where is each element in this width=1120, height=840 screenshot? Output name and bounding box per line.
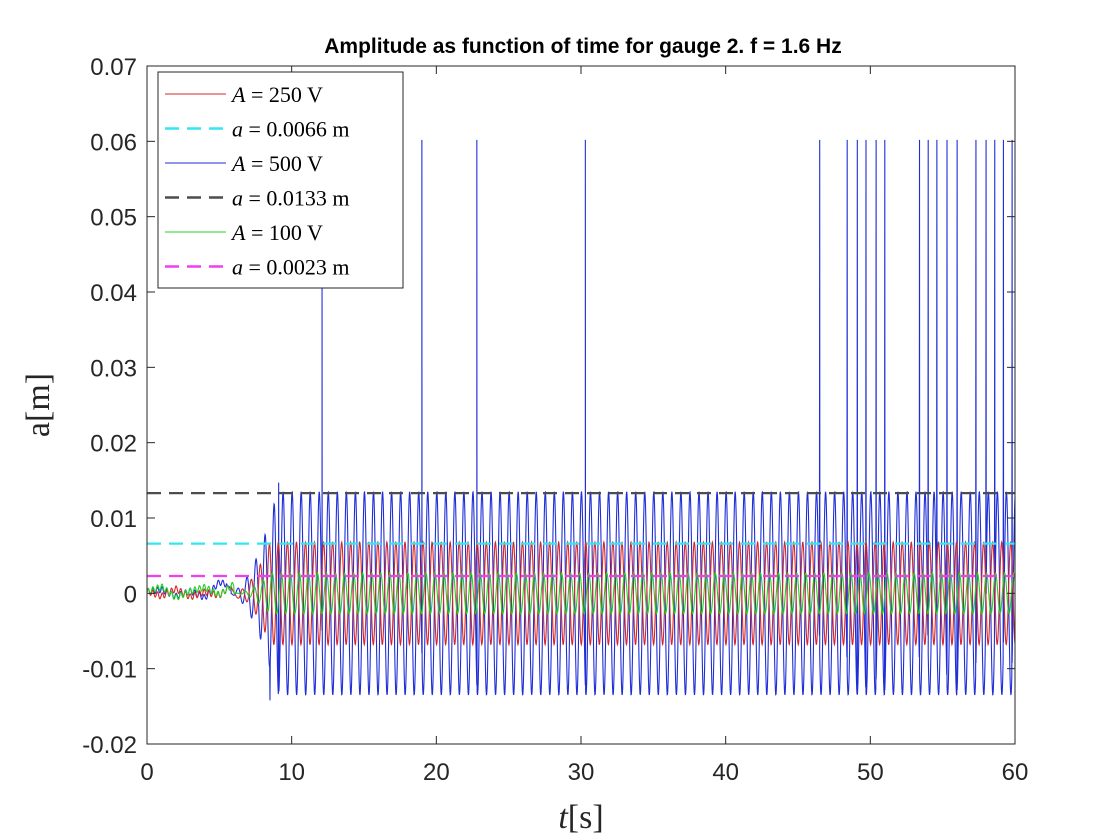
legend-entry: A = 250 V bbox=[165, 82, 323, 107]
legend-label: A = 500 V bbox=[230, 151, 323, 176]
legend-label: a = 0.0133 m bbox=[232, 186, 350, 211]
legend-var: A bbox=[230, 220, 246, 245]
legend-entry: A = 100 V bbox=[165, 220, 323, 245]
series-line-0 bbox=[147, 540, 1015, 647]
y-tick-label: 0.04 bbox=[90, 280, 137, 307]
x-tick-label: 50 bbox=[857, 759, 884, 786]
legend-box bbox=[157, 71, 404, 289]
legend-value: = 500 V bbox=[245, 151, 323, 176]
y-tick-label: 0.01 bbox=[90, 506, 137, 533]
y-axis-label: a[m] bbox=[20, 373, 57, 437]
legend-var: a bbox=[232, 186, 243, 211]
legend: A = 250 Va = 0.0066 mA = 500 Va = 0.0133… bbox=[157, 71, 404, 289]
legend-var: A bbox=[230, 82, 246, 107]
legend-value: = 0.0066 m bbox=[243, 117, 350, 142]
x-axis-label: t[s] bbox=[558, 799, 603, 836]
y-tick-label: 0.03 bbox=[90, 355, 137, 382]
legend-value: = 250 V bbox=[245, 82, 323, 107]
legend-value: = 100 V bbox=[245, 220, 323, 245]
legend-value: = 0.0133 m bbox=[243, 186, 350, 211]
legend-var: a bbox=[232, 255, 243, 280]
legend-label: a = 0.0066 m bbox=[232, 117, 350, 142]
chart-title: Amplitude as function of time for gauge … bbox=[324, 35, 841, 58]
x-tick-label: 20 bbox=[423, 759, 450, 786]
legend-var: a bbox=[232, 117, 243, 142]
series-layer bbox=[147, 139, 1015, 701]
series-line-2 bbox=[147, 139, 1015, 701]
y-tick-label: 0.02 bbox=[90, 431, 137, 458]
series-line-4 bbox=[147, 572, 1015, 615]
y-tick-label: 0.05 bbox=[90, 205, 137, 232]
y-tick-label: -0.01 bbox=[82, 657, 137, 684]
y-tick-label: 0.06 bbox=[90, 129, 137, 156]
x-tick-label: 30 bbox=[568, 759, 595, 786]
tick-layer: 0 10 20 30 40 50 60 -0.02 -0.01 0 0.01 0.02 0.03 0.04… bbox=[82, 54, 1028, 786]
legend-entry: a = 0.0133 m bbox=[165, 186, 350, 211]
x-tick-label: 40 bbox=[712, 759, 739, 786]
x-tick-label: 10 bbox=[278, 759, 305, 786]
x-tick-label: 60 bbox=[1002, 759, 1029, 786]
legend-entry: A = 500 V bbox=[165, 151, 323, 176]
x-axis-label-var: t bbox=[558, 799, 569, 836]
legend-var: A bbox=[230, 151, 246, 176]
y-tick-label: 0.07 bbox=[90, 54, 137, 81]
legend-label: a = 0.0023 m bbox=[232, 255, 350, 280]
y-tick-label: 0 bbox=[124, 581, 137, 608]
legend-label: A = 250 V bbox=[230, 82, 323, 107]
y-tick-label: -0.02 bbox=[82, 732, 137, 759]
legend-label: A = 100 V bbox=[230, 220, 323, 245]
x-axis-label-unit: [s] bbox=[568, 799, 604, 836]
x-tick-label: 0 bbox=[140, 759, 153, 786]
legend-entry: a = 0.0023 m bbox=[165, 255, 350, 280]
legend-entry: a = 0.0066 m bbox=[165, 117, 350, 142]
legend-value: = 0.0023 m bbox=[243, 255, 350, 280]
